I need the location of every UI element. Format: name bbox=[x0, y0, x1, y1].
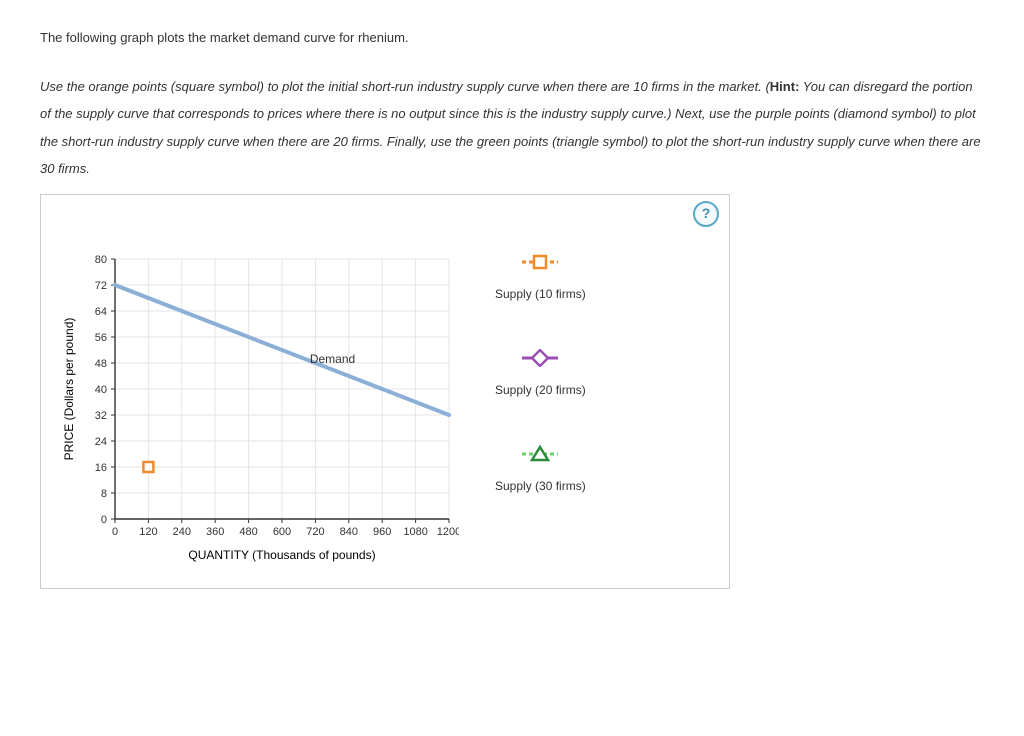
y-tick-label: 40 bbox=[95, 384, 107, 396]
help-button[interactable]: ? bbox=[693, 201, 719, 227]
chart-plot[interactable]: 0 120 240 360 480 600 720 840 960 1080 1200 0 8 16 24 3… bbox=[59, 249, 459, 572]
legend-item-supply20[interactable]: Supply (20 firms) bbox=[495, 349, 586, 397]
chart-svg: 0 120 240 360 480 600 720 840 960 1080 1200 0 8 16 24 3… bbox=[59, 249, 459, 569]
instructions-text: Use the orange points (square symbol) to… bbox=[40, 73, 984, 182]
y-tick-label: 24 bbox=[95, 436, 107, 448]
legend-label-supply20: Supply (20 firms) bbox=[495, 383, 586, 397]
legend-item-supply30[interactable]: Supply (30 firms) bbox=[495, 445, 586, 493]
intro-text: The following graph plots the market dem… bbox=[40, 30, 984, 45]
demand-label: Demand bbox=[310, 352, 355, 366]
supply30-icon bbox=[520, 445, 560, 463]
x-tick-label: 240 bbox=[173, 526, 191, 538]
placed-point-supply10[interactable] bbox=[143, 462, 153, 472]
x-tick-label: 120 bbox=[139, 526, 157, 538]
x-axis-label: QUANTITY (Thousands of pounds) bbox=[188, 548, 375, 562]
instructions-pre: Use the orange points (square symbol) to… bbox=[40, 79, 770, 94]
y-tick-label: 72 bbox=[95, 280, 107, 292]
legend-label-supply30: Supply (30 firms) bbox=[495, 479, 586, 493]
x-tick-label: 1080 bbox=[403, 526, 427, 538]
y-tick-label: 8 bbox=[101, 488, 107, 500]
x-tick-label: 480 bbox=[239, 526, 257, 538]
supply20-icon bbox=[520, 349, 560, 367]
y-axis-label: PRICE (Dollars per pound) bbox=[62, 318, 76, 461]
x-tick-label: 960 bbox=[373, 526, 391, 538]
supply10-icon bbox=[520, 253, 560, 271]
x-tick-label: 360 bbox=[206, 526, 224, 538]
y-tick-label: 48 bbox=[95, 358, 107, 370]
y-tick-label: 16 bbox=[95, 462, 107, 474]
x-tick-label: 840 bbox=[340, 526, 358, 538]
y-tick-label: 80 bbox=[95, 254, 107, 266]
y-tick-label: 32 bbox=[95, 410, 107, 422]
x-tick-label: 720 bbox=[306, 526, 324, 538]
y-tick-label: 64 bbox=[95, 306, 107, 318]
x-tick-label: 600 bbox=[273, 526, 291, 538]
x-tick-label: 1200 bbox=[437, 526, 459, 538]
x-tick-label: 0 bbox=[112, 526, 118, 538]
chart-legend: Supply (10 firms) Supply (20 firms) Supply… bbox=[495, 253, 586, 541]
hint-label: Hint: bbox=[770, 79, 800, 94]
legend-item-supply10[interactable]: Supply (10 firms) bbox=[495, 253, 586, 301]
legend-label-supply10: Supply (10 firms) bbox=[495, 287, 586, 301]
y-tick-label: 0 bbox=[101, 514, 107, 526]
chart-panel: ? 0 120 240 360 480 600 720 840 960 1080 1200 0 8 16 2… bbox=[40, 194, 730, 589]
y-tick-label: 56 bbox=[95, 332, 107, 344]
